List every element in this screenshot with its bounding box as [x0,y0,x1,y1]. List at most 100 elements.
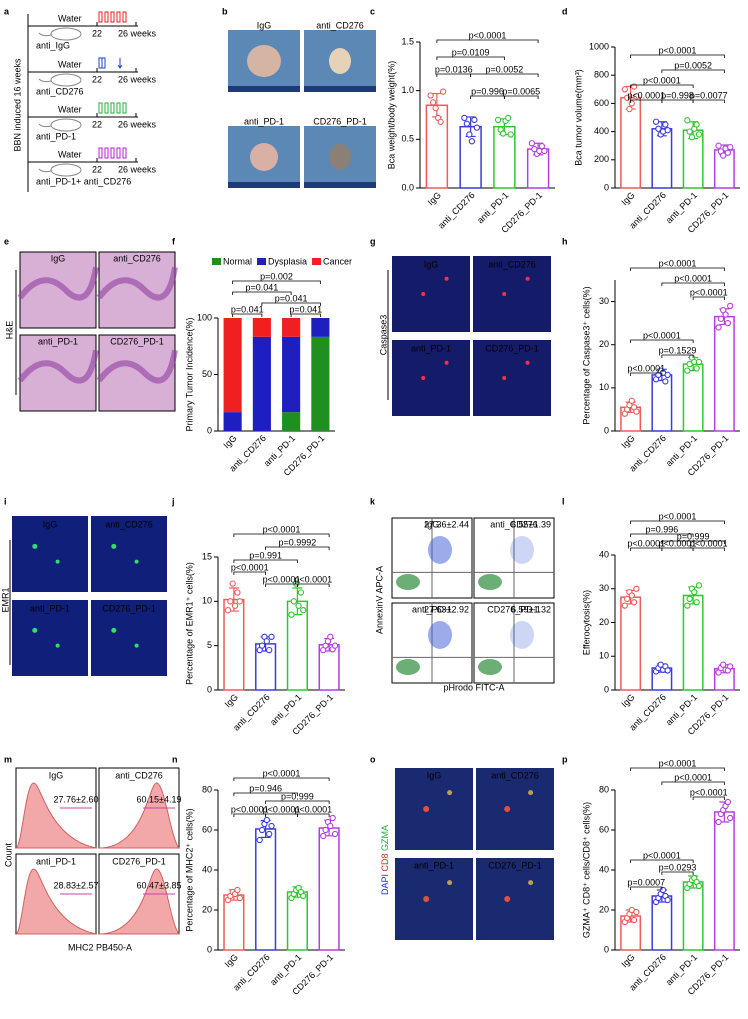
p-value: p<0.0001 [263,804,301,814]
group-label: anti_PD-1 [36,856,76,866]
data-point [633,408,640,415]
injection-marker [110,102,115,114]
data-point [621,602,628,609]
bar-segment [223,412,242,431]
data-point [659,886,667,894]
data-point [688,134,696,141]
y-tick-label: 100 [197,312,212,322]
signal [504,896,511,902]
bar [255,828,277,951]
label: Water [58,13,82,23]
bar-segment [223,318,242,413]
signal [504,806,511,812]
gate-percentage: 6.59±1.32 [511,604,551,614]
micrograph [12,516,88,592]
signal [134,559,139,564]
label: 22 [92,119,102,129]
y-tick-label: 1.0 [401,85,414,95]
group-label: IgG [49,770,64,780]
p-value: p=0.998 [661,90,694,100]
bar-segment [311,318,330,337]
group-label: anti_CD276 [488,259,536,269]
axis-label: AnnexinV APC-A [374,566,384,634]
y-tick-label: 10 [202,596,212,606]
data-point [628,397,635,404]
group-label: anti_PD-1 [414,860,454,870]
data-point [628,592,635,599]
p-value: p<0.0001 [690,538,728,548]
p-value: p=0.002 [260,271,293,281]
data-point [715,818,722,826]
data-point [717,315,725,322]
data-point [331,642,339,649]
injection-marker [98,147,103,159]
signal [111,627,117,633]
micrograph [19,334,97,412]
y-tick-label: 400 [594,126,609,136]
stain-name: CD8 [380,853,390,871]
panel-letter: p [562,754,568,764]
y-tick-label: 0 [207,425,212,435]
data-point [329,814,336,822]
group-label: anti_PD-1 [411,343,451,353]
p-value: p<0.0001 [294,574,332,584]
y-tick-label: 0 [604,944,609,954]
label: EMR1 [0,587,10,612]
y-tick-label: 40 [599,549,609,559]
y-axis-label: Efferocytosis(%) [581,590,591,655]
significance-bracket [436,39,539,43]
significance-bracket [661,781,725,785]
significance-bracket [233,813,267,817]
panel-letter: b [222,6,228,16]
data-point [724,319,732,327]
mouse [50,163,82,177]
data-point [693,599,700,606]
group-label: anti_CD276 [115,770,163,780]
data-point [297,589,305,596]
significance-bracket [630,533,694,537]
group-label: CD276_PD-1 [112,856,166,866]
group-label: anti_CD276 [105,519,153,529]
p-value: p<0.0001 [659,511,697,521]
data-point [504,114,512,122]
p-value: p<0.0001 [659,538,697,548]
micrograph [476,858,554,940]
signal [421,292,426,296]
histogram [15,782,97,849]
data-point [664,896,671,904]
population [510,536,534,564]
bar [713,315,735,432]
significance-bracket [233,533,330,537]
p-value: p<0.0001 [674,273,712,283]
micrograph [395,858,473,940]
data-point [695,582,703,589]
significance-bracket [630,859,694,863]
micrograph [12,600,88,676]
bar-segment [252,318,271,337]
tissue [96,349,178,384]
significance-bracket [661,871,694,875]
data-point [686,128,693,135]
population [396,574,420,590]
micrograph [91,600,167,676]
histogram [98,782,181,849]
panel-letter: g [370,236,376,246]
data-point [331,830,339,838]
y-tick-label: 0 [604,425,609,435]
significance-bracket [436,56,505,60]
data-point [693,121,700,128]
population [428,536,452,564]
micrograph [476,768,554,850]
p-value: p<0.0001 [263,524,301,534]
mouse-tail [38,168,52,173]
data-point [662,378,669,385]
data-point [664,371,671,379]
micrograph [98,334,176,412]
significance-bracket [265,813,298,817]
p-value: p=0.041 [231,304,264,314]
significance-bracket [233,571,267,575]
y-tick-label: 20 [599,339,609,349]
tumor [329,48,351,74]
y-axis-label: Bca tumor volume(mm³) [573,69,583,166]
